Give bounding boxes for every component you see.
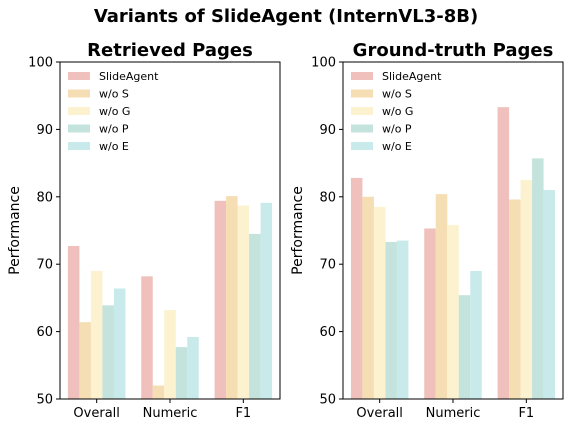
x-tick-label: Overall — [356, 406, 402, 421]
legend-swatch — [68, 72, 90, 80]
y-tick-label: 50 — [319, 393, 336, 408]
bar-w-o-e-overall — [396, 240, 409, 399]
bar-slideagent-overall — [67, 246, 80, 399]
y-tick-label: 80 — [36, 190, 53, 205]
bar-slideagent-overall — [350, 177, 363, 399]
legend-swatch — [68, 124, 90, 133]
legend-swatch — [68, 107, 90, 115]
bar-w-o-p-numeric — [175, 347, 188, 399]
bar-w-o-g-numeric — [447, 225, 459, 399]
x-tick-label: Numeric — [426, 406, 481, 421]
y-tick-label: 100 — [311, 56, 336, 71]
legend-entry: SlideAgent — [382, 70, 442, 83]
legend-swatch — [351, 142, 373, 150]
legend-entry: w/o P — [382, 123, 412, 136]
bar-w-o-p-numeric — [458, 295, 471, 399]
bar-w-o-p-overall — [385, 241, 397, 399]
bar-w-o-g-numeric — [164, 310, 176, 399]
bar-w-o-e-f1 — [543, 190, 556, 399]
x-tick-label: Overall — [73, 406, 119, 421]
bar-w-o-s-f1 — [509, 199, 521, 399]
legend-entry: w/o G — [99, 105, 130, 118]
bar-slideagent-numeric — [141, 276, 153, 399]
legend-entry: w/o E — [99, 140, 129, 153]
bar-w-o-e-overall — [113, 288, 126, 399]
legend-swatch — [351, 72, 373, 80]
legend: SlideAgent w/o S w/o G w/o P w/o E — [68, 70, 159, 153]
y-tick-label: 70 — [319, 258, 336, 273]
bar-w-o-s-f1 — [226, 196, 238, 399]
y-tick-label: 80 — [319, 190, 336, 205]
chart-panel-1: Ground-truth Pages 50 60 70 80 90 100 Overall Nu… — [290, 40, 564, 421]
bar-w-o-s-overall — [362, 196, 374, 399]
legend-entry: w/o S — [382, 88, 412, 101]
y-tick-label: 60 — [36, 325, 53, 340]
legend-entry: SlideAgent — [99, 70, 159, 83]
panel-title: Ground-truth Pages — [353, 40, 554, 61]
bar-w-o-e-numeric — [187, 336, 199, 399]
bar-w-o-s-overall — [79, 322, 91, 399]
bar-w-o-s-numeric — [152, 385, 165, 399]
y-tick-label: 50 — [36, 393, 53, 408]
bar-w-o-p-f1 — [532, 158, 544, 399]
bar-w-o-p-overall — [102, 305, 114, 399]
y-tick-label: 60 — [319, 325, 336, 340]
chart-panel-0: Retrieved Pages 50 60 70 80 90 100 Overall Numer… — [7, 40, 281, 421]
bar-w-o-e-f1 — [260, 202, 273, 399]
y-tick-label: 90 — [36, 123, 53, 138]
legend-swatch — [68, 89, 90, 98]
legend-swatch — [351, 107, 373, 115]
y-tick-label: 70 — [36, 258, 53, 273]
legend-entry: w/o S — [99, 88, 129, 101]
y-axis-label: Performance — [7, 186, 23, 275]
x-tick-label: Numeric — [143, 406, 198, 421]
bar-slideagent-f1 — [214, 200, 227, 399]
bar-slideagent-numeric — [424, 228, 436, 399]
bar-w-o-g-overall — [373, 206, 386, 399]
bar-w-o-g-overall — [90, 270, 103, 399]
figure-title: Variants of SlideAgent (InternVL3-8B) — [94, 6, 478, 27]
legend-swatch — [351, 89, 373, 98]
bar-w-o-e-numeric — [470, 270, 482, 399]
y-axis-label: Performance — [290, 186, 306, 275]
legend-swatch — [351, 124, 373, 133]
y-tick-label: 90 — [319, 123, 336, 138]
legend-entry: w/o G — [382, 105, 413, 118]
legend: SlideAgent w/o S w/o G w/o P w/o E — [351, 70, 442, 153]
bar-w-o-p-f1 — [249, 233, 261, 399]
x-tick-label: F1 — [235, 406, 251, 421]
legend-entry: w/o E — [382, 140, 412, 153]
panel-title: Retrieved Pages — [87, 40, 253, 61]
legend-swatch — [68, 142, 90, 150]
legend-entry: w/o P — [99, 123, 129, 136]
bar-w-o-s-numeric — [435, 194, 448, 399]
bar-slideagent-f1 — [497, 107, 510, 400]
x-tick-label: F1 — [518, 406, 534, 421]
y-tick-label: 100 — [28, 56, 53, 71]
bar-w-o-g-f1 — [237, 205, 250, 399]
bar-w-o-g-f1 — [520, 179, 533, 399]
